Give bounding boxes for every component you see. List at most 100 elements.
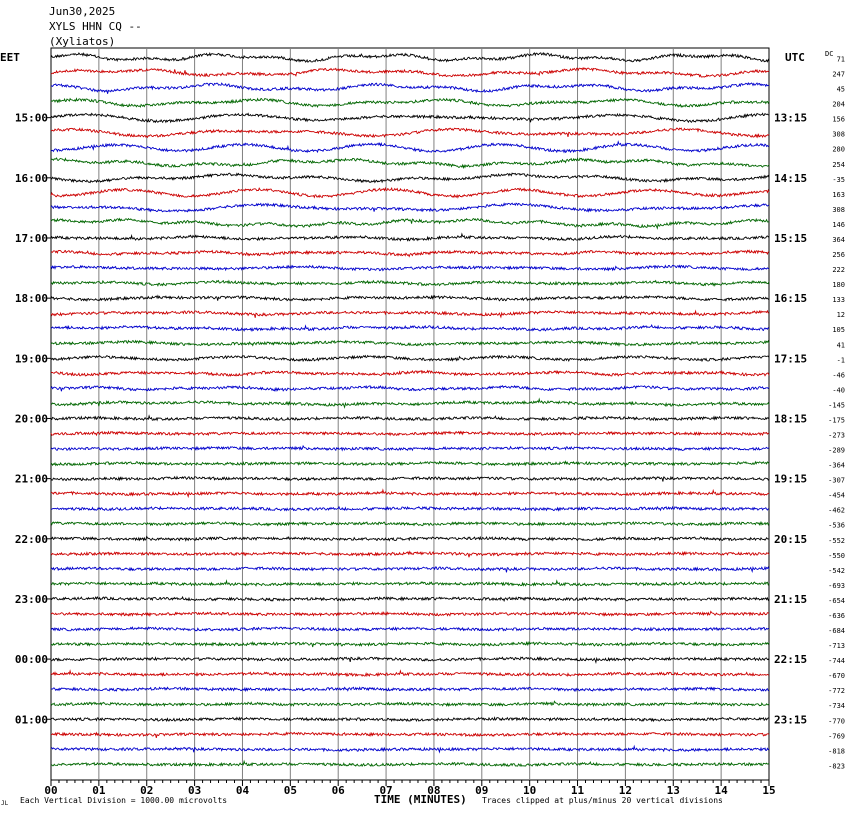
- trace-line: [50, 565, 770, 574]
- dc-offset-label: -744: [828, 657, 845, 665]
- right-hour-label: 16:15: [774, 292, 807, 305]
- dc-offset-label: -35: [832, 176, 845, 184]
- dc-offset-label: -462: [828, 507, 845, 515]
- trace-line: [50, 323, 770, 332]
- trace-line: [50, 81, 770, 94]
- trace-line: [50, 535, 770, 542]
- trace-line: [50, 640, 770, 648]
- trace-line: [50, 140, 770, 154]
- dc-offset-label: 146: [832, 221, 845, 229]
- trace-line: [50, 51, 770, 63]
- dc-offset-label: -145: [828, 401, 845, 409]
- x-tick-label: 11: [571, 784, 585, 797]
- x-tick-label: 07: [379, 784, 392, 797]
- x-tick-label: 02: [140, 784, 153, 797]
- x-tick-label: 13: [667, 784, 680, 797]
- trace-line: [50, 700, 770, 708]
- dc-offset-label: -307: [828, 477, 845, 485]
- corner-mark: JL: [1, 800, 9, 807]
- left-hour-label: 17:00: [15, 232, 48, 245]
- trace-line: [50, 339, 770, 347]
- x-tick-label: 03: [188, 784, 201, 797]
- dc-offset-label: -684: [828, 627, 845, 635]
- dc-offset-label: -654: [828, 597, 845, 605]
- dc-offset-label: 12: [837, 311, 845, 319]
- trace-line: [50, 488, 770, 499]
- left-hour-label: 23:00: [15, 593, 48, 606]
- date-label: Jun30,2025: [49, 5, 116, 18]
- trace-line: [50, 669, 770, 678]
- trace-line: [50, 279, 770, 287]
- dc-offset-label: -364: [828, 462, 845, 470]
- trace-line: [50, 249, 770, 258]
- dc-offset-label: 308: [832, 206, 845, 214]
- dc-offset-label: -770: [828, 717, 845, 725]
- trace-line: [50, 716, 770, 723]
- x-tick-label: 06: [332, 784, 346, 797]
- dc-offset-label: -273: [828, 432, 845, 440]
- dc-offset-label: 222: [832, 266, 845, 274]
- dc-offset-label: -818: [828, 747, 845, 755]
- dc-offset-label: -40: [832, 386, 845, 394]
- trace-line: [50, 444, 770, 452]
- trace-line: [50, 656, 770, 664]
- left-hour-label: 18:00: [15, 292, 48, 305]
- trace-line: [50, 475, 770, 482]
- dc-offset-label: -713: [828, 642, 845, 650]
- dc-offset-label: 308: [832, 131, 845, 139]
- right-hour-label: 19:15: [774, 473, 807, 486]
- trace-line: [50, 744, 770, 754]
- trace-line: [50, 127, 770, 139]
- trace-line: [50, 579, 770, 587]
- trace-line: [50, 460, 770, 467]
- left-hour-label: 01:00: [15, 713, 48, 726]
- trace-line: [50, 610, 770, 618]
- dc-offset-label: -175: [828, 416, 845, 424]
- left-hour-label: 20:00: [15, 412, 48, 425]
- right-hour-label: 20:15: [774, 533, 807, 546]
- right-hour-label: 15:15: [774, 232, 807, 245]
- dc-offset-label: 156: [832, 116, 845, 124]
- right-hour-label: 21:15: [774, 593, 807, 606]
- trace-line: [50, 430, 770, 437]
- dc-offset-label: 41: [837, 341, 845, 349]
- dc-offset-label: 45: [837, 86, 845, 94]
- x-tick-label: 10: [523, 784, 536, 797]
- dc-offset-label: 204: [832, 101, 845, 109]
- dc-offset-label: 133: [832, 296, 845, 304]
- dc-offset-label: -1: [837, 356, 845, 364]
- left-hour-label: 16:00: [15, 172, 48, 185]
- x-tick-label: 09: [475, 784, 488, 797]
- dc-offset-label: -734: [828, 702, 845, 710]
- clip-note: Traces clipped at plus/minus 20 vertical…: [482, 796, 723, 805]
- right-hour-label: 23:15: [774, 713, 807, 726]
- trace-line: [50, 97, 770, 109]
- trace-line: [50, 264, 770, 272]
- dc-offset-label: -772: [828, 687, 845, 695]
- left-hour-label: 00:00: [15, 653, 48, 666]
- dc-offset-label: 105: [832, 326, 845, 334]
- dc-offset-label: 256: [832, 251, 845, 259]
- trace-line: [50, 397, 770, 409]
- trace-line: [50, 66, 770, 78]
- right-hour-label: 18:15: [774, 412, 807, 425]
- dc-offset-label: -693: [828, 582, 845, 590]
- dc-offset-label: -454: [828, 492, 845, 500]
- right-hour-label: 14:15: [774, 172, 807, 185]
- dc-header-label: DC: [825, 50, 833, 58]
- trace-line: [50, 354, 770, 363]
- trace-line: [50, 384, 770, 393]
- left-axis-title: EET: [0, 51, 20, 64]
- trace-line: [50, 172, 770, 184]
- dc-offset-label: -823: [828, 762, 845, 770]
- trace-line: [50, 112, 770, 124]
- x-tick-label: 15: [762, 784, 775, 797]
- x-tick-label: 01: [92, 784, 106, 797]
- plot-frame: [50, 47, 770, 781]
- trace-line: [50, 369, 770, 377]
- x-tick-label: 12: [619, 784, 632, 797]
- dc-offset-label: 247: [832, 71, 845, 79]
- x-axis-title: TIME (MINUTES): [374, 793, 467, 806]
- dc-offset-label: 180: [832, 281, 845, 289]
- trace-line: [50, 309, 770, 319]
